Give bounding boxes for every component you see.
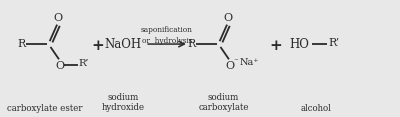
Text: O: O [54, 13, 63, 23]
Text: Na⁺: Na⁺ [239, 58, 259, 67]
Text: O: O [55, 60, 64, 71]
Text: O: O [225, 60, 234, 71]
Text: ⁻: ⁻ [234, 57, 238, 66]
Text: sodium
hydroxide: sodium hydroxide [102, 93, 145, 112]
Text: R’: R’ [328, 38, 339, 48]
Text: O: O [224, 13, 233, 23]
Text: HO: HO [289, 38, 309, 51]
Text: alcohol: alcohol [301, 104, 332, 113]
Text: R’: R’ [78, 59, 89, 68]
Text: saponification: saponification [141, 26, 193, 34]
Text: NaOH: NaOH [104, 38, 142, 51]
Text: R: R [18, 39, 26, 49]
Text: +: + [269, 39, 282, 53]
Text: +: + [92, 39, 104, 53]
Text: carboxylate ester: carboxylate ester [7, 104, 82, 113]
Text: sodium
carboxylate: sodium carboxylate [198, 93, 249, 112]
Text: R: R [188, 39, 196, 49]
Text: or  hydrolysis: or hydrolysis [142, 37, 192, 45]
